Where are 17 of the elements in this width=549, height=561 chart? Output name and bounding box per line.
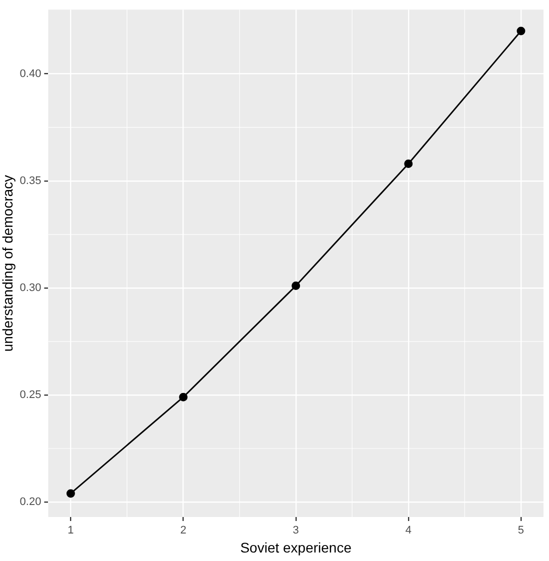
x-tick-label: 2 [180, 524, 186, 537]
x-tick-label: 4 [405, 524, 412, 537]
point [404, 159, 413, 168]
x-tick-label: 5 [518, 524, 524, 537]
point [179, 392, 188, 402]
point [516, 26, 526, 36]
x-tick-label: 1 [68, 524, 74, 537]
y-tick-label: 0.40 [20, 68, 42, 80]
point [66, 489, 75, 498]
y-tick-label: 0.30 [20, 282, 42, 294]
y-axis-title: understanding of democracy [0, 174, 16, 352]
y-tick-label: 0.25 [20, 389, 42, 401]
y-tick-label: 0.20 [20, 496, 42, 508]
point [292, 282, 300, 290]
x-axis-title: Soviet experience [240, 539, 352, 556]
x-tick-label: 3 [292, 524, 299, 537]
y-tick-label: 0.35 [20, 174, 42, 187]
